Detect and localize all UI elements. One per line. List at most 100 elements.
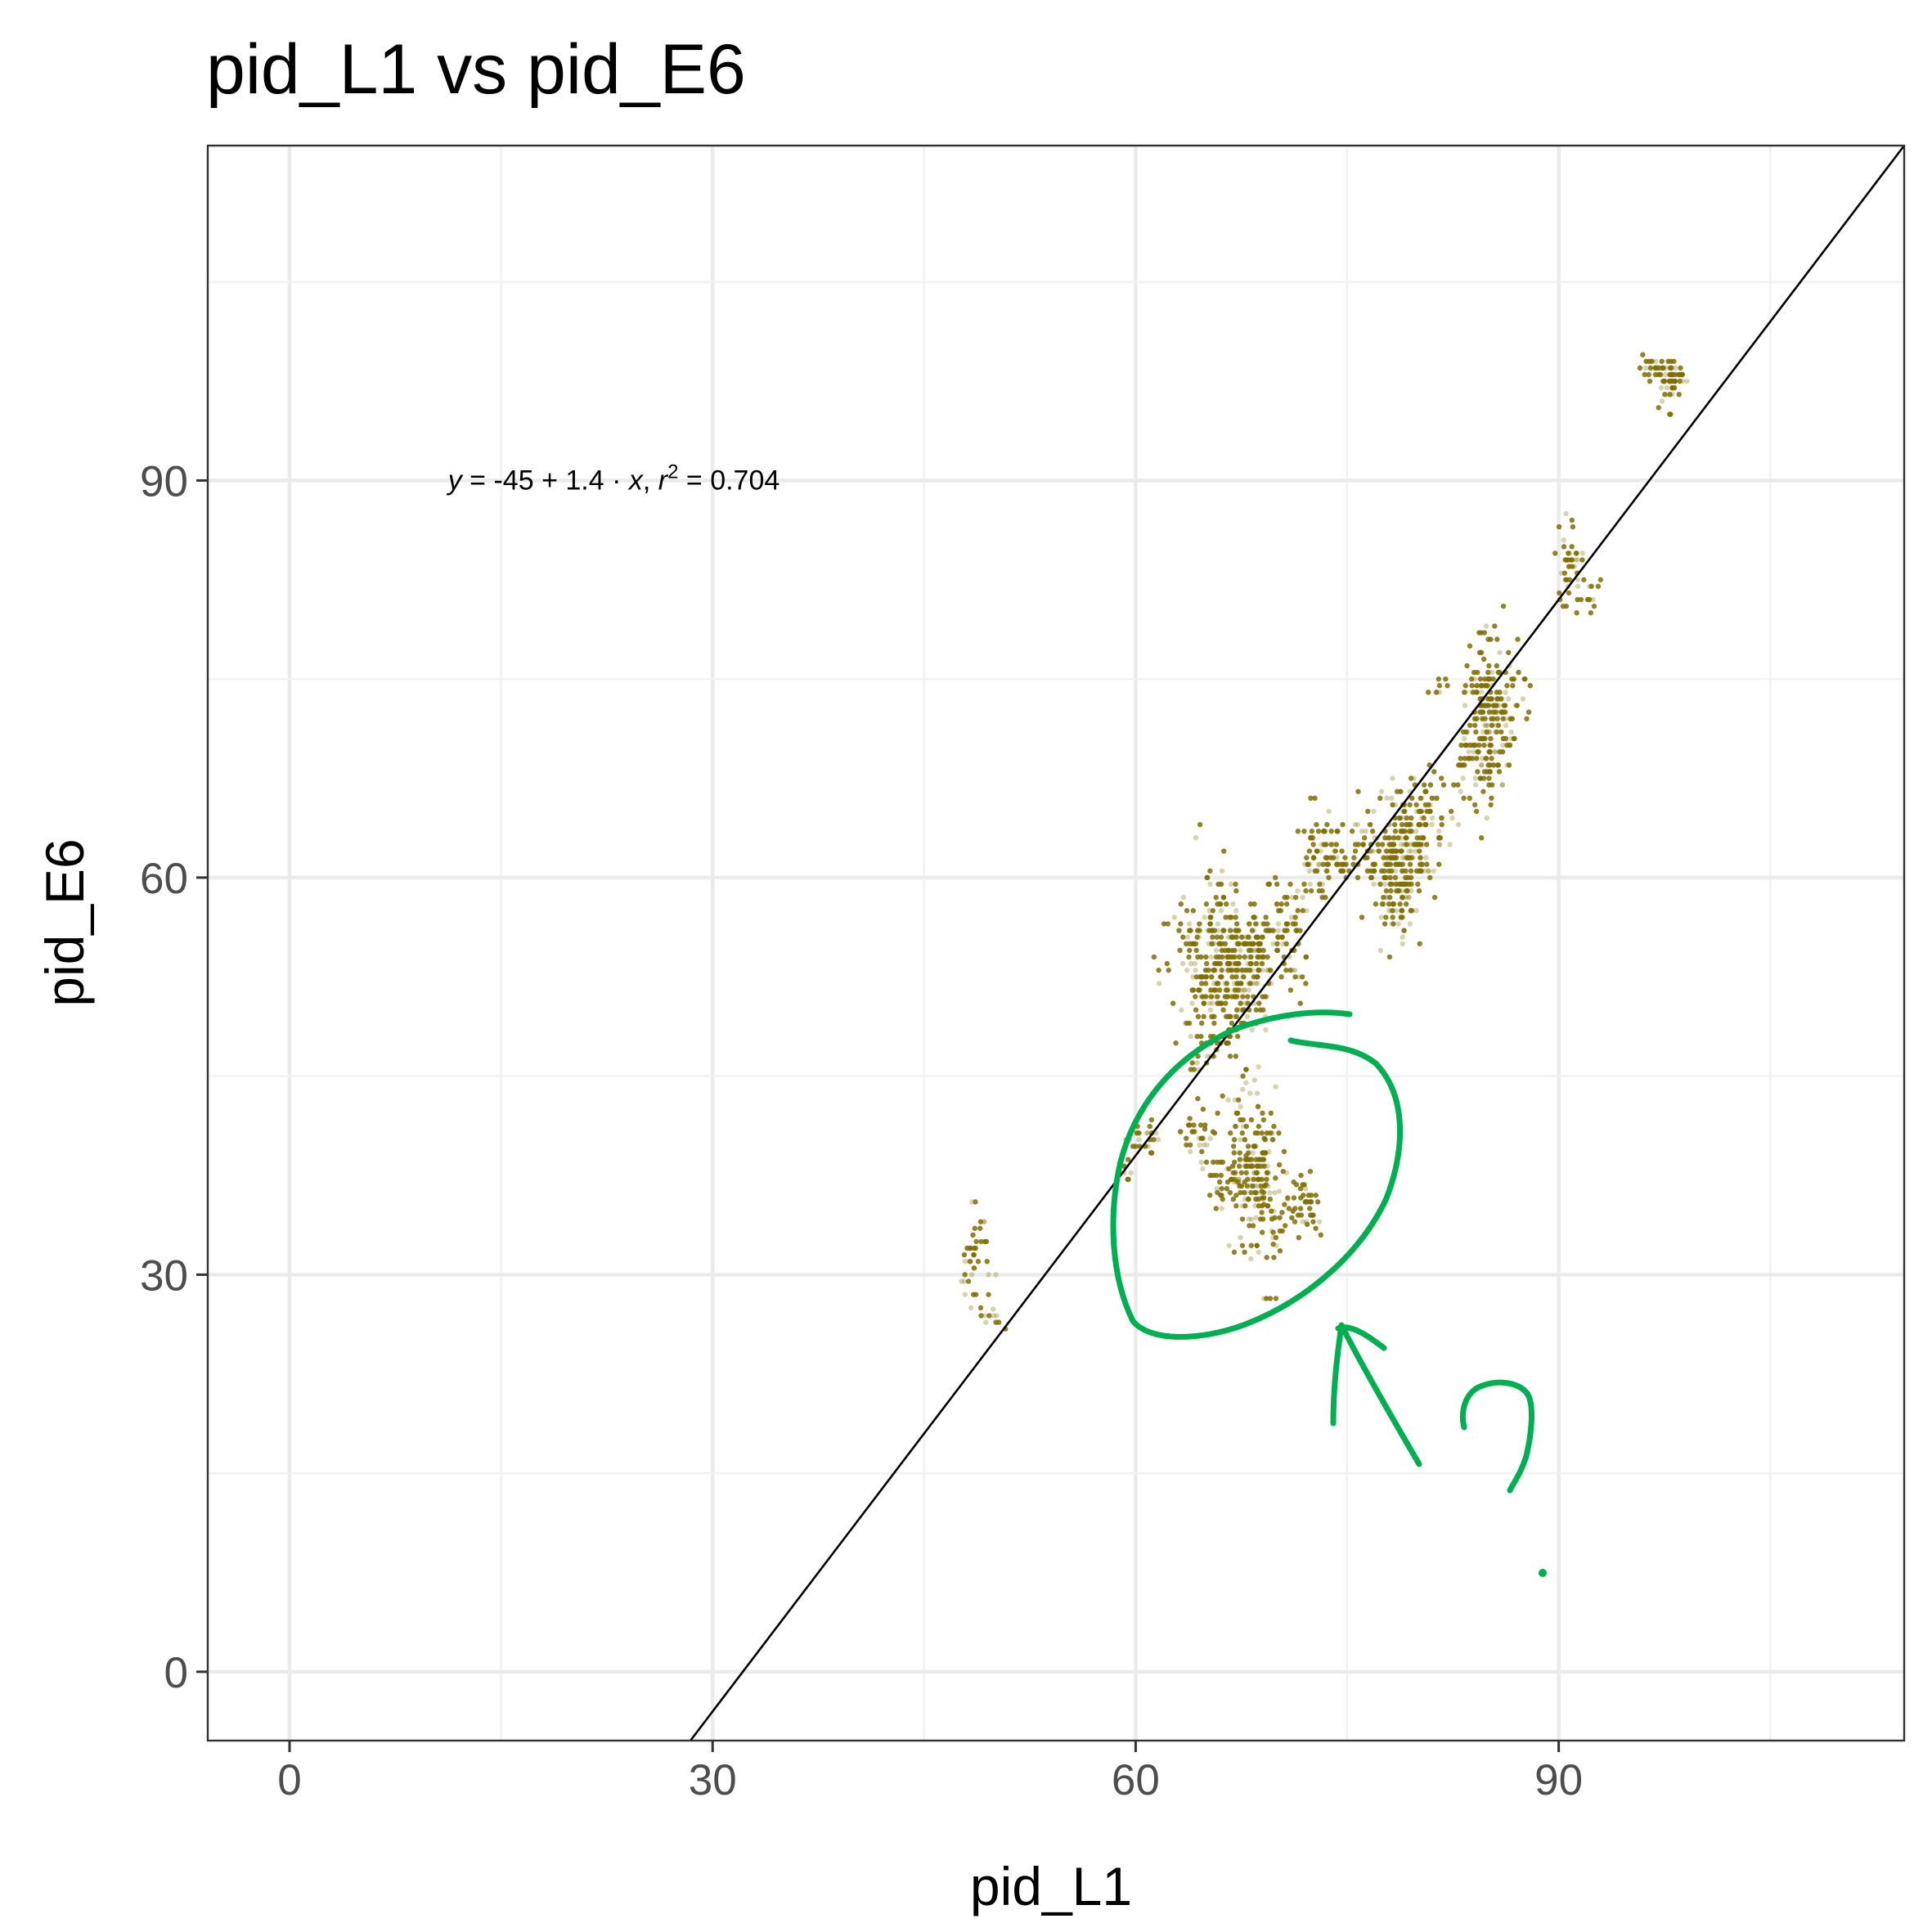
data-point [1280,941,1286,947]
data-point [1521,676,1528,682]
data-point [1242,1196,1248,1202]
data-point [1194,1033,1200,1040]
data-point [1238,1000,1243,1006]
data-point [1399,894,1405,901]
data-point [1254,1242,1260,1248]
data-point [1478,762,1485,768]
data-point [1295,908,1301,914]
data-point [1370,848,1376,854]
data-point [1225,934,1231,940]
data-point [1378,789,1385,794]
data-point [1476,630,1482,636]
data-point [1492,748,1498,755]
data-point [1198,1033,1204,1040]
data-point [1233,974,1239,980]
data-point [983,1238,990,1245]
data-point [1180,894,1187,901]
data-point [1392,829,1399,834]
data-point [1477,709,1484,715]
data-point [1245,1163,1251,1169]
data-point [1400,868,1405,874]
data-point [1207,868,1213,874]
data-point [1488,696,1494,702]
data-point [1203,901,1210,907]
data-point [1462,683,1468,689]
data-point [1468,676,1475,682]
data-point [1552,550,1558,556]
data-point [1255,1103,1261,1110]
data-point [1233,1203,1239,1209]
data-point [1233,908,1239,914]
data-point [1474,716,1480,721]
data-point [1212,994,1218,1000]
data-point [1284,928,1290,933]
data-point [1233,994,1240,1000]
data-point [1382,921,1388,927]
data-point [1256,967,1261,973]
data-point [1271,1255,1277,1260]
data-point [1204,1054,1211,1059]
data-point [1667,392,1673,398]
data-point [1268,1110,1274,1117]
data-point [1494,709,1501,715]
data-point [1556,523,1562,530]
data-point [1247,981,1253,986]
data-point [1352,821,1359,828]
data-point [1262,994,1269,1000]
data-point [1417,868,1422,874]
data-point [1247,921,1253,927]
data-point [1367,821,1373,828]
data-point [1503,722,1509,728]
data-point [1241,987,1247,993]
data-point [1201,1142,1207,1148]
data-point [1246,1150,1251,1156]
data-point [1215,1189,1220,1196]
x-tick-label: 90 [1534,1756,1583,1804]
data-point [1467,722,1473,728]
data-point [1383,914,1389,920]
data-point [1637,365,1643,371]
data-point [1224,994,1229,1000]
question-mark-dot [1539,1569,1547,1577]
data-point [1246,934,1251,940]
data-point [1483,756,1489,762]
data-point [1255,1183,1261,1189]
data-point [1218,934,1224,940]
data-point [1272,1215,1278,1220]
data-point [1406,848,1412,854]
data-point [1243,1123,1249,1130]
data-point [1180,934,1186,940]
data-point [1485,669,1491,676]
data-point [1260,1117,1267,1123]
data-point [970,1232,976,1238]
data-point [1281,1148,1287,1155]
data-point [1256,947,1262,954]
data-point [1360,842,1367,847]
data-point [1563,557,1570,563]
data-point [1511,735,1517,742]
data-point [1189,1000,1195,1006]
data-point [1507,742,1513,748]
data-point [1415,881,1421,887]
data-point [1591,603,1597,609]
data-point [1238,1183,1245,1189]
data-point [1569,517,1575,523]
data-point [1492,703,1498,708]
data-point [1411,775,1417,781]
data-point [1319,842,1324,847]
data-point [1184,1142,1189,1148]
data-point [1515,636,1521,642]
data-point [1235,987,1242,993]
data-point [1238,1234,1243,1241]
data-point [1436,683,1443,689]
data-point [1286,1206,1292,1211]
data-point [1292,1206,1298,1211]
data-point [1283,967,1289,973]
eq-sup: 2 [667,461,678,483]
data-point [1482,722,1488,728]
data-point [1390,802,1395,808]
data-point [1314,848,1320,854]
data-point [1484,683,1489,689]
data-point [1478,762,1485,768]
data-point [1566,550,1572,556]
